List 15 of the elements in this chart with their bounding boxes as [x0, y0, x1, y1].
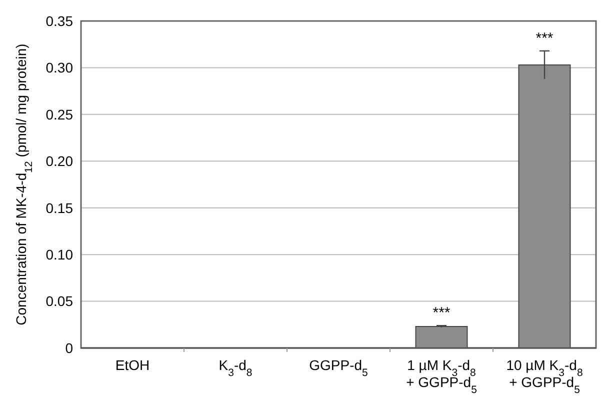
- y-tick-label: 0.35: [46, 12, 74, 29]
- y-tick-label: 0.20: [46, 153, 74, 170]
- x-tick-label: K$_{3}$-d$_{8}$: [218, 357, 252, 379]
- y-tick-label: 0.25: [46, 106, 74, 122]
- y-tick-label: 0.15: [46, 200, 74, 216]
- x-tick-label: EtOH: [115, 357, 150, 373]
- x-tick-label: 1 µM K$_{3}$-d$_{8}$ + GGPP-d$_{5}$: [406, 357, 478, 396]
- x-tick-label: GGPP-d$_{5}$: [309, 357, 368, 379]
- annotation: ***: [432, 304, 450, 322]
- y-tick-label: 0.30: [46, 60, 74, 76]
- annotation: ***: [536, 30, 554, 47]
- y-tick-label: 0.05: [46, 293, 74, 310]
- y-tick-label: 0.10: [46, 246, 74, 262]
- y-tick-label: 0: [65, 340, 74, 356]
- x-tick-label: 10 µM K$_{3}$-d$_{8}$ + GGPP-d$_{5}$: [506, 357, 583, 396]
